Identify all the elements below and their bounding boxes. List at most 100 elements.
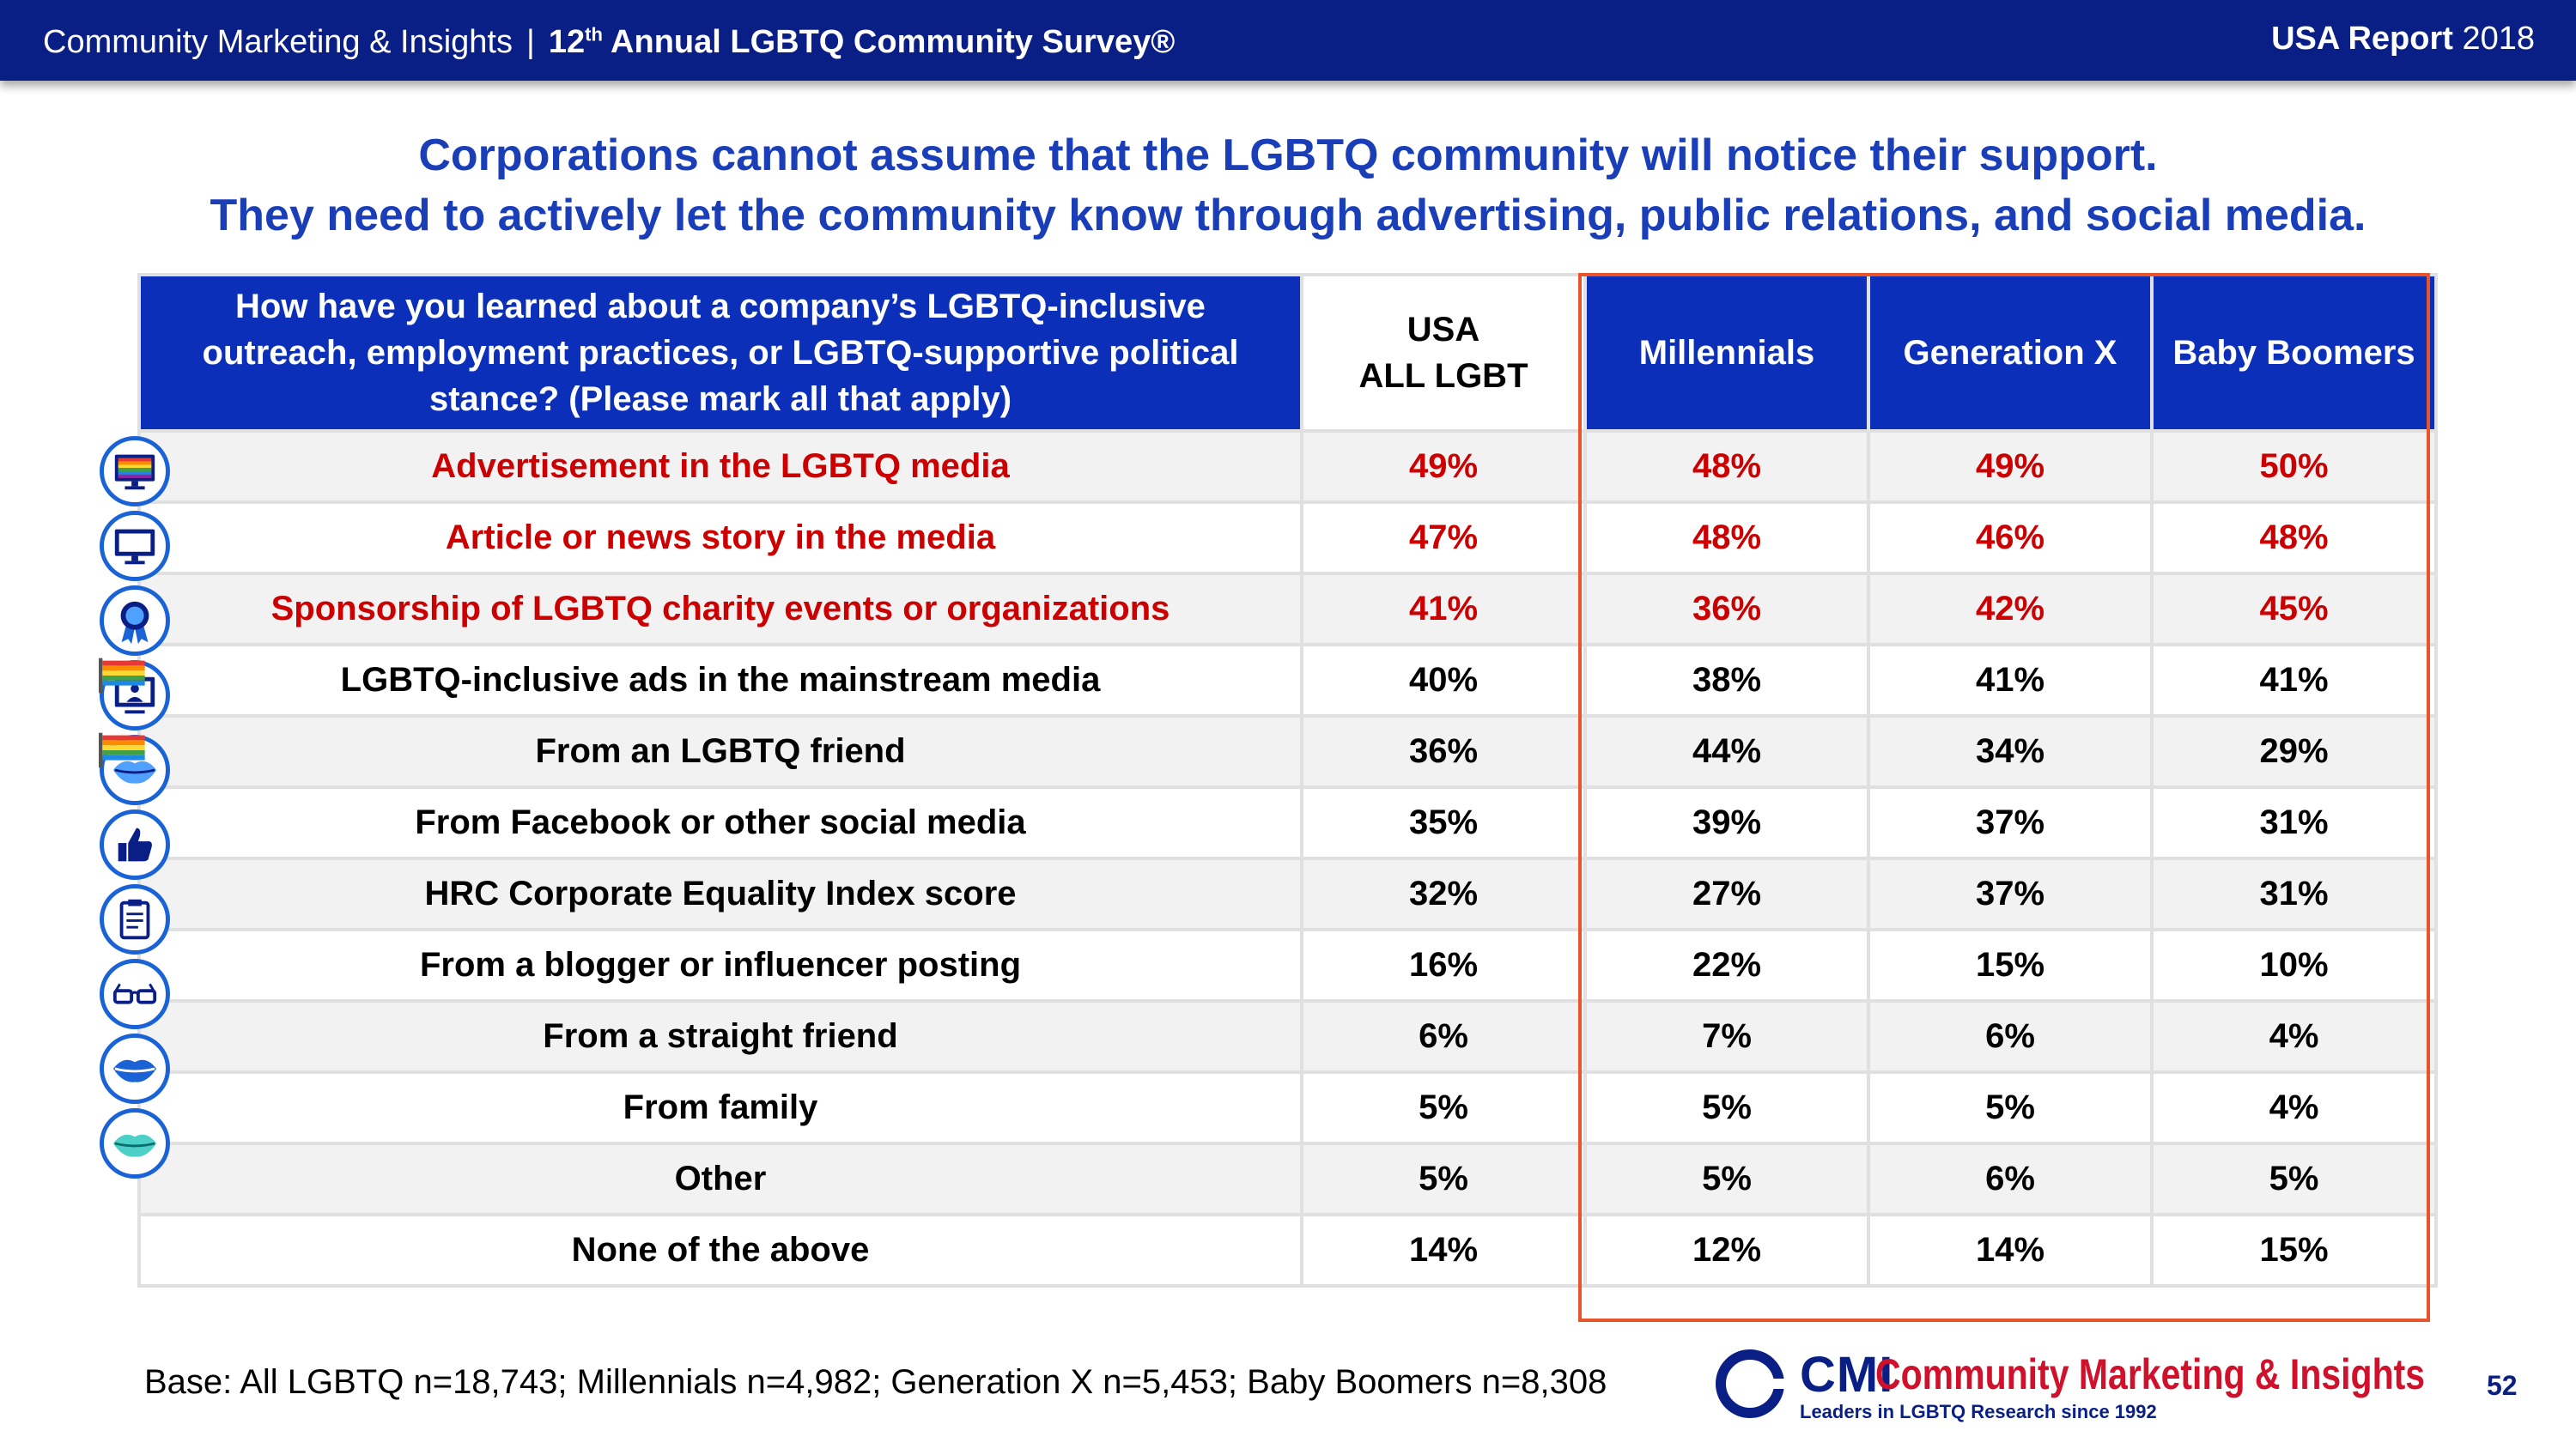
table-row: Article or news story in the media 47% 48%… bbox=[137, 500, 2438, 575]
cell-boomers: 15% bbox=[2150, 1213, 2438, 1288]
presenter-screen-icon bbox=[99, 658, 170, 731]
results-table: How have you learned about a company’s L… bbox=[137, 273, 2438, 1288]
cell-usa: 40% bbox=[1300, 643, 1587, 718]
cell-boomers: 41% bbox=[2150, 643, 2438, 718]
cell-millennials: 27% bbox=[1583, 857, 1870, 931]
table-row: Advertisement in the LGBTQ media 49% 48% 49… bbox=[137, 429, 2438, 504]
cell-usa: 6% bbox=[1300, 999, 1587, 1074]
cell-millennials: 48% bbox=[1583, 500, 1870, 575]
banner-left: Community Marketing & Insights | 12th Annu… bbox=[43, 24, 1175, 61]
cell-millennials: 44% bbox=[1583, 714, 1870, 789]
col-header-millennials: Millennials bbox=[1583, 273, 1870, 433]
cell-boomers: 29% bbox=[2150, 714, 2438, 789]
cell-millennials: 38% bbox=[1583, 643, 1870, 718]
cell-genx: 41% bbox=[1867, 643, 2154, 718]
cell-boomers: 4% bbox=[2150, 999, 2438, 1074]
cell-genx: 37% bbox=[1867, 785, 2154, 860]
logo-name: Community Marketing & Insights bbox=[1875, 1350, 2426, 1398]
table-row: None of the above 14% 12% 14% 15% bbox=[137, 1213, 2438, 1288]
cell-millennials: 48% bbox=[1583, 429, 1870, 504]
table-row: Sponsorship of LGBTQ charity events or o… bbox=[137, 572, 2438, 646]
cell-usa: 41% bbox=[1300, 572, 1587, 646]
cell-boomers: 5% bbox=[2150, 1142, 2438, 1216]
row-label: Article or news story in the media bbox=[137, 500, 1303, 575]
row-label: From Facebook or other social media bbox=[137, 785, 1303, 860]
cell-genx: 5% bbox=[1867, 1070, 2154, 1145]
table-row: From an LGBTQ friend 36% 44% 34% 29% bbox=[137, 714, 2438, 789]
clipboard-icon bbox=[100, 884, 170, 955]
lips-icon bbox=[99, 732, 170, 805]
table-row: From Facebook or other social media 35% 39… bbox=[137, 785, 2438, 860]
banner-separator: | bbox=[526, 24, 535, 60]
cell-boomers: 48% bbox=[2150, 500, 2438, 575]
table-row: HRC Corporate Equality Index score 32% 27%… bbox=[137, 857, 2438, 931]
base-note: Base: All LGBTQ n=18,743; Millennials n=… bbox=[144, 1363, 1607, 1401]
cell-genx: 37% bbox=[1867, 857, 2154, 931]
cell-genx: 42% bbox=[1867, 572, 2154, 646]
org-name: Community Marketing & Insights bbox=[43, 24, 513, 60]
cell-boomers: 4% bbox=[2150, 1070, 2438, 1145]
cell-boomers: 10% bbox=[2150, 928, 2438, 1003]
cell-millennials: 5% bbox=[1583, 1142, 1870, 1216]
lips-icon bbox=[100, 1034, 170, 1104]
row-label: From a blogger or influencer posting bbox=[137, 928, 1303, 1003]
cmi-logo-mark-icon bbox=[1716, 1349, 1784, 1418]
cell-usa: 14% bbox=[1300, 1213, 1587, 1288]
cell-usa: 5% bbox=[1300, 1142, 1587, 1216]
top-banner: Community Marketing & Insights | 12th Annu… bbox=[0, 0, 2576, 81]
table-row: From a blogger or influencer posting 16% 2… bbox=[137, 928, 2438, 1003]
row-label: From an LGBTQ friend bbox=[137, 714, 1303, 789]
cell-millennials: 22% bbox=[1583, 928, 1870, 1003]
row-label: Sponsorship of LGBTQ charity events or o… bbox=[137, 572, 1303, 646]
thumbs-up-icon bbox=[100, 809, 170, 880]
row-label: From family bbox=[137, 1070, 1303, 1145]
headline-line-1: Corporations cannot assume that the LGBT… bbox=[418, 130, 2158, 180]
cell-genx: 46% bbox=[1867, 500, 2154, 575]
table-row: Other 5% 5% 6% 5% bbox=[137, 1142, 2438, 1216]
row-label: Advertisement in the LGBTQ media bbox=[137, 429, 1303, 504]
cell-usa: 49% bbox=[1300, 429, 1587, 504]
cell-usa: 36% bbox=[1300, 714, 1587, 789]
row-label: LGBTQ-inclusive ads in the mainstream me… bbox=[137, 643, 1303, 718]
award-ribbon-icon bbox=[100, 585, 170, 656]
cell-boomers: 31% bbox=[2150, 857, 2438, 931]
table-row: From a straight friend 6% 7% 6% 4% bbox=[137, 999, 2438, 1074]
cell-millennials: 39% bbox=[1583, 785, 1870, 860]
row-label: Other bbox=[137, 1142, 1303, 1216]
rainbow-monitor-icon bbox=[100, 436, 170, 506]
cell-millennials: 12% bbox=[1583, 1213, 1870, 1288]
cell-usa: 5% bbox=[1300, 1070, 1587, 1145]
report-label: USA Report 2018 bbox=[2271, 21, 2535, 57]
cell-genx: 49% bbox=[1867, 429, 2154, 504]
cell-genx: 34% bbox=[1867, 714, 2154, 789]
monitor-icon bbox=[100, 511, 170, 581]
slide-headline: Corporations cannot assume that the LGBT… bbox=[0, 125, 2576, 246]
headline-line-2: They need to actively let the community … bbox=[210, 191, 2366, 240]
col-header-usa: USA ALL LGBT bbox=[1300, 273, 1587, 433]
cell-genx: 6% bbox=[1867, 1142, 2154, 1216]
glasses-icon bbox=[100, 959, 170, 1029]
cell-millennials: 36% bbox=[1583, 572, 1870, 646]
cell-genx: 6% bbox=[1867, 999, 2154, 1074]
cell-usa: 35% bbox=[1300, 785, 1587, 860]
cell-millennials: 7% bbox=[1583, 999, 1870, 1074]
question-header: How have you learned about a company’s L… bbox=[137, 273, 1303, 433]
cell-genx: 14% bbox=[1867, 1213, 2154, 1288]
cell-boomers: 31% bbox=[2150, 785, 2438, 860]
cell-boomers: 45% bbox=[2150, 572, 2438, 646]
cell-usa: 16% bbox=[1300, 928, 1587, 1003]
logo-abbr: CMI bbox=[1800, 1347, 1894, 1403]
page-number: 52 bbox=[2487, 1370, 2518, 1401]
table-row: From family 5% 5% 5% 4% bbox=[137, 1070, 2438, 1145]
cell-usa: 47% bbox=[1300, 500, 1587, 575]
cell-genx: 15% bbox=[1867, 928, 2154, 1003]
cell-millennials: 5% bbox=[1583, 1070, 1870, 1145]
col-header-boomers: Baby Boomers bbox=[2150, 273, 2438, 433]
row-label: None of the above bbox=[137, 1213, 1303, 1288]
col-header-genx: Generation X bbox=[1867, 273, 2154, 433]
lips-icon bbox=[100, 1108, 170, 1179]
logo-tagline: Leaders in LGBTQ Research since 1992 bbox=[1800, 1401, 2157, 1422]
survey-title: 12th Annual LGBTQ Community Survey® bbox=[548, 23, 1176, 60]
row-label: HRC Corporate Equality Index score bbox=[137, 857, 1303, 931]
table-row: LGBTQ-inclusive ads in the mainstream me… bbox=[137, 643, 2438, 718]
